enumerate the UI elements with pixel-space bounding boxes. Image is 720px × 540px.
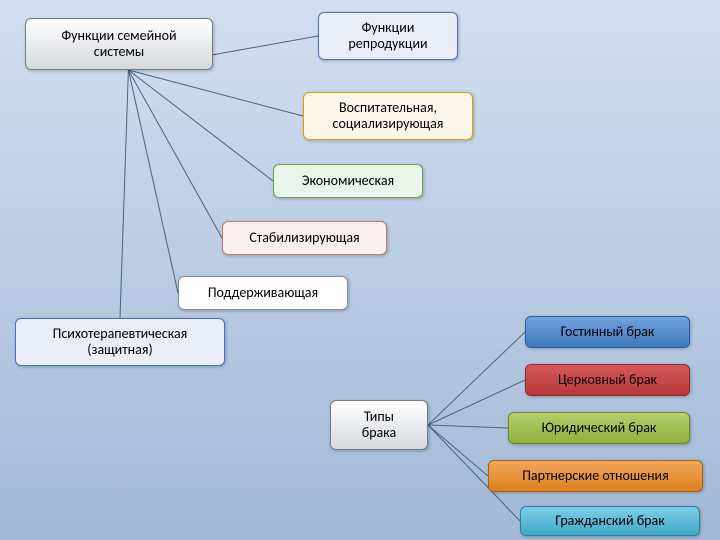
connector-line (128, 70, 222, 238)
box-educational: Воспитательная, социализирующая (303, 92, 473, 140)
box-label: Поддерживающая (208, 285, 318, 301)
box-label: Церковный брак (558, 372, 657, 388)
box-label: Гостинный брак (561, 324, 655, 340)
box-label: Партнерские отношения (522, 468, 669, 484)
box-label: Воспитательная, социализирующая (333, 100, 444, 132)
box-family_functions: Функции семейной системы (25, 18, 213, 70)
box-stabilizing: Стабилизирующая (222, 221, 387, 255)
box-label: Гражданский брак (555, 513, 664, 529)
box-label: Юридический брак (542, 420, 657, 436)
box-civil_marriage: Гражданский брак (520, 506, 700, 536)
box-economic: Экономическая (273, 164, 423, 198)
connector-line (120, 70, 128, 318)
box-reproduction: Функции репродукции (318, 12, 458, 60)
box-supporting: Поддерживающая (178, 276, 348, 310)
box-guest_marriage: Гостинный брак (525, 316, 690, 348)
box-label: Типы брака (362, 409, 397, 441)
box-label: Психотерапевтическая (защитная) (53, 326, 188, 358)
connector-line (428, 332, 525, 425)
box-label: Стабилизирующая (249, 230, 359, 246)
diagram-canvas: Функции семейной системы Функции репродук… (0, 0, 720, 540)
connector-line (128, 70, 178, 293)
box-psychotherapeutic: Психотерапевтическая (защитная) (15, 318, 225, 366)
box-legal_marriage: Юридический брак (508, 412, 690, 444)
connector-line (128, 70, 303, 116)
box-label: Функции репродукции (348, 20, 427, 52)
connector-line (428, 425, 488, 476)
box-marriage_types: Типы брака (330, 400, 428, 450)
connector-line (128, 70, 273, 181)
box-church_marriage: Церковный брак (525, 364, 690, 396)
box-label: Экономическая (302, 173, 394, 189)
box-label: Функции семейной системы (61, 28, 176, 60)
box-partnership: Партнерские отношения (488, 460, 703, 492)
connector-line (428, 425, 508, 428)
connector-layer (0, 0, 720, 540)
